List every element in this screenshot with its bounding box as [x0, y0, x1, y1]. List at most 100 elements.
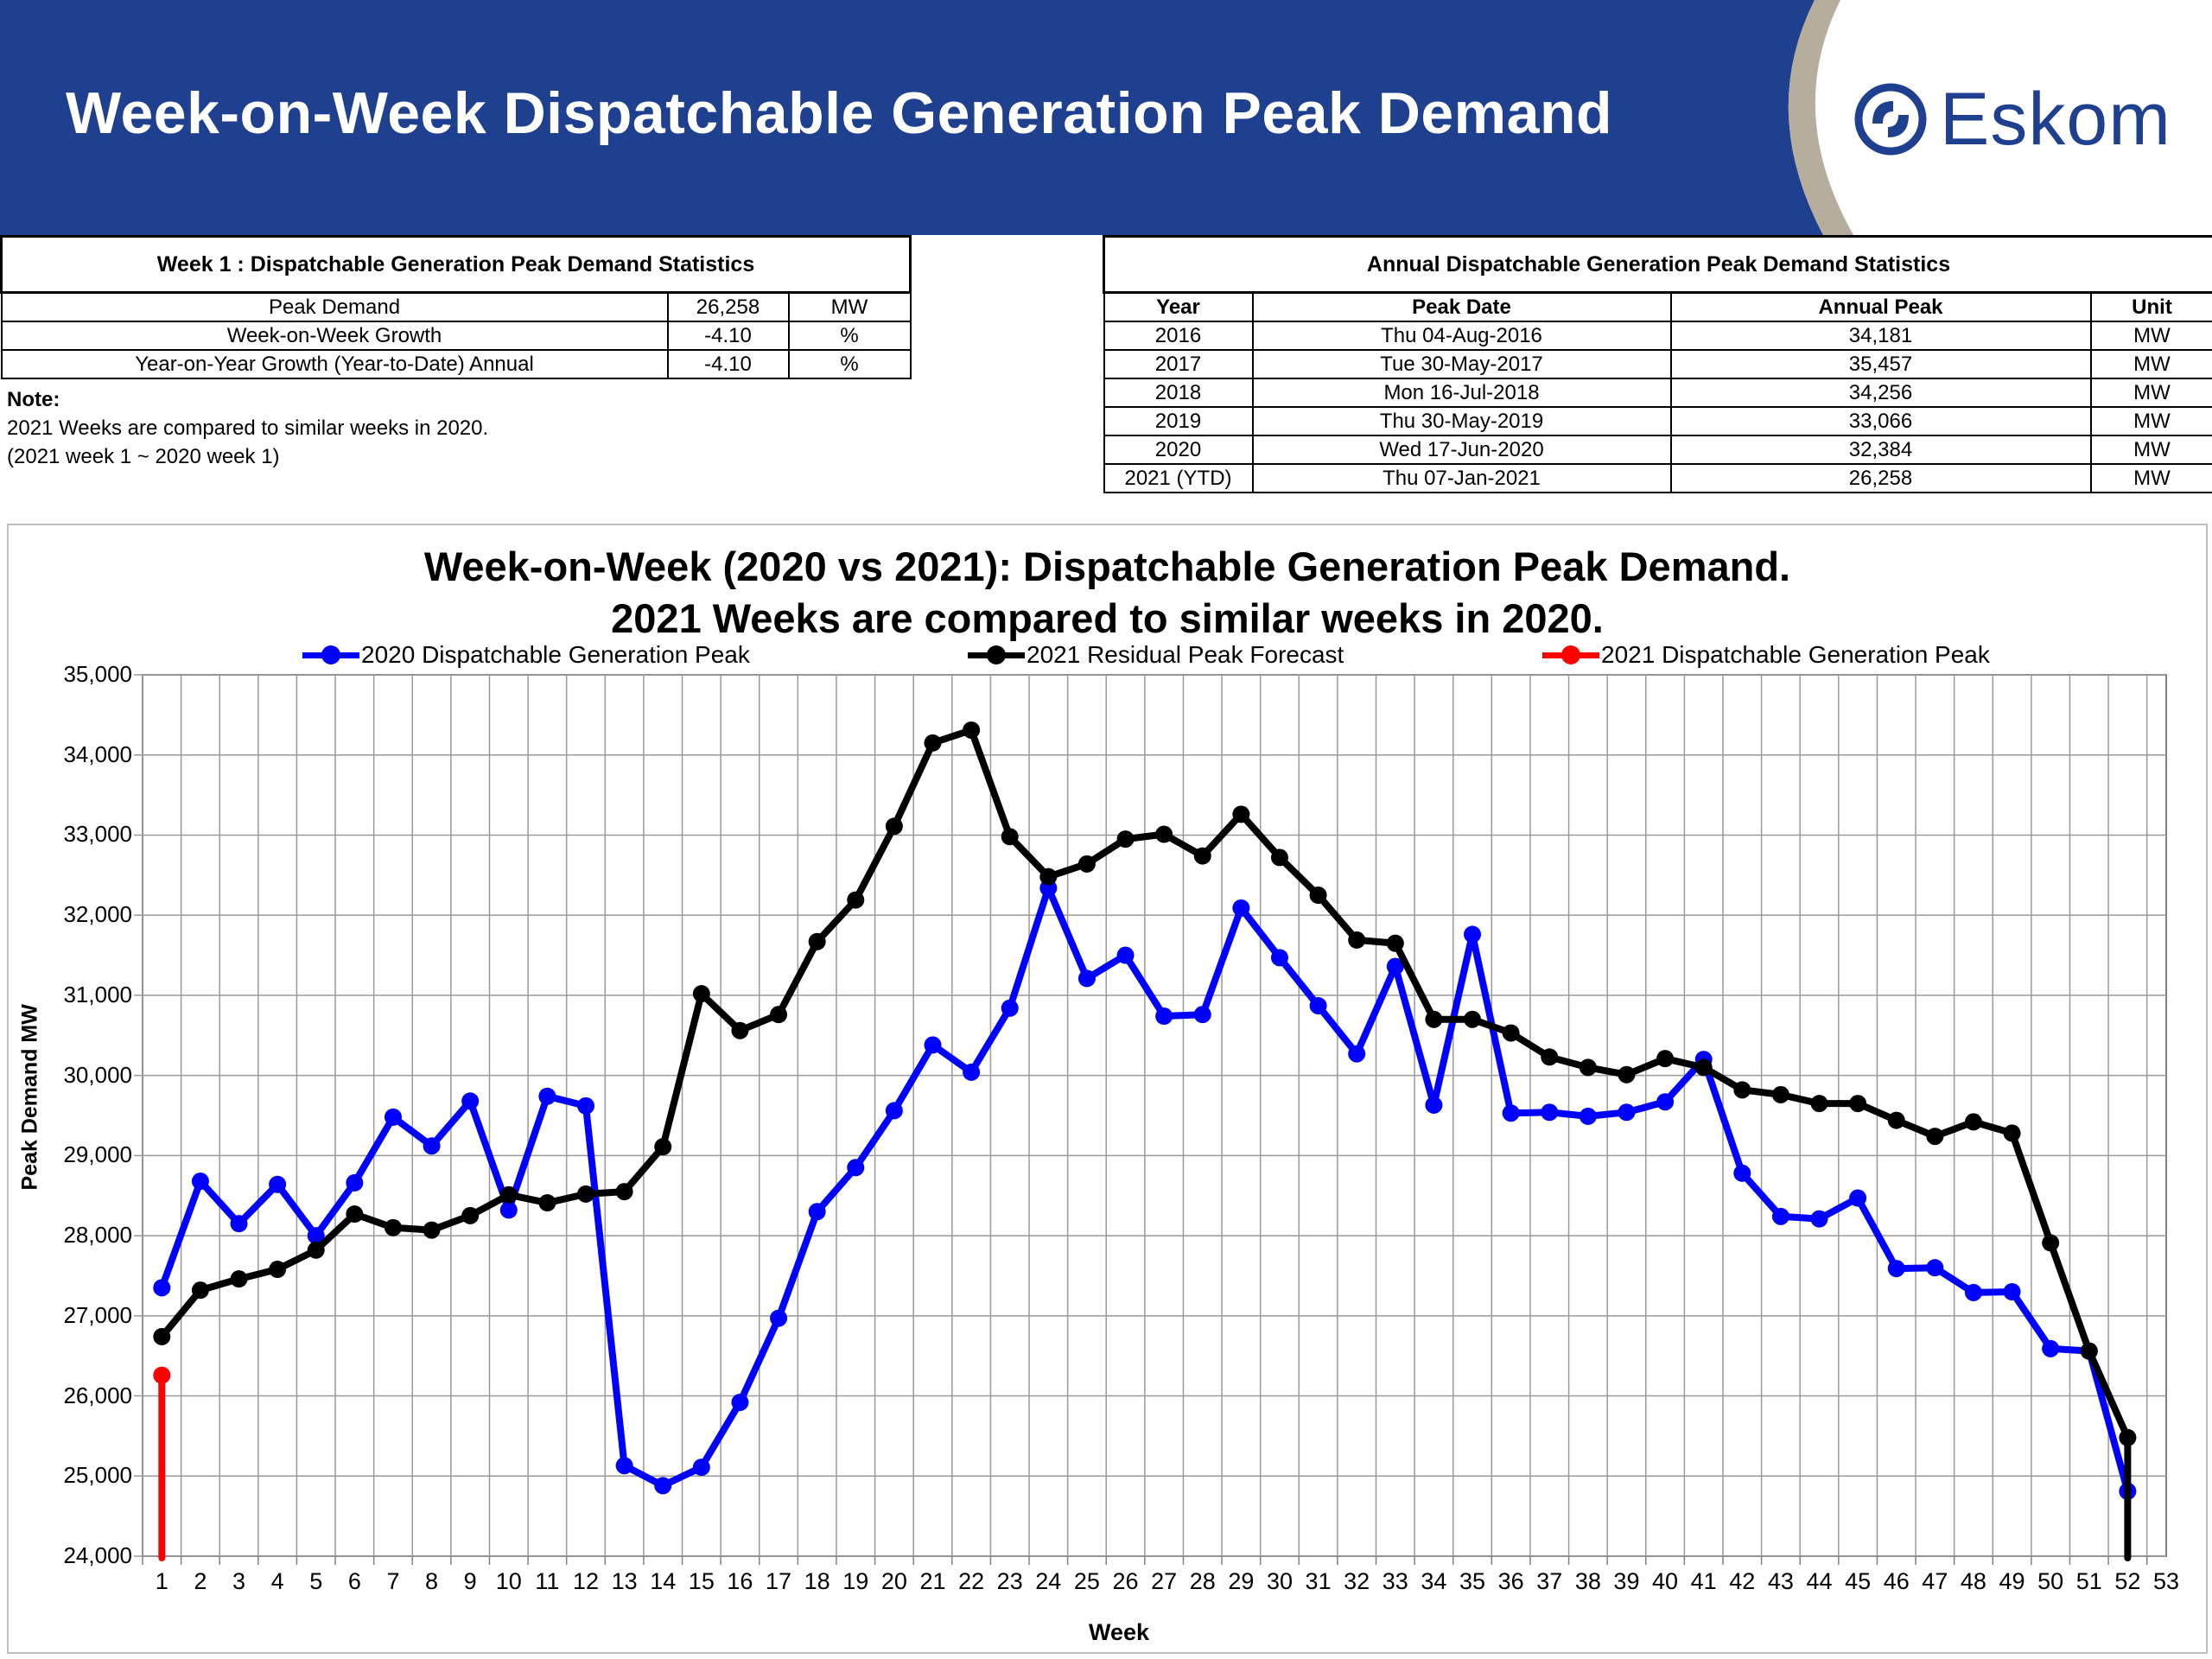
- weekly-stats-table: Week 1 : Dispatchable Generation Peak De…: [0, 235, 912, 379]
- data-point-2021-forecast: [2080, 1342, 2098, 1360]
- x-tick-label: 33: [1382, 1568, 1408, 1594]
- peak-date-cell: Wed 17-Jun-2020: [1251, 435, 1672, 465]
- data-point-2020-peak: [1502, 1104, 1520, 1122]
- data-point-2020-peak: [538, 1087, 556, 1105]
- data-point-2021-forecast: [692, 985, 710, 1003]
- data-point-2021-forecast: [2119, 1428, 2137, 1446]
- x-tick-label: 17: [766, 1568, 792, 1594]
- data-point-2021-forecast: [1270, 849, 1288, 867]
- data-point-2021-forecast: [346, 1205, 364, 1224]
- year-cell: 2020: [1103, 435, 1254, 465]
- table-row: 2018 Mon 16-Jul-2018 34,256 MW: [1103, 378, 2212, 408]
- x-tick-label: 42: [1729, 1568, 1756, 1594]
- data-point-2020-peak: [1348, 1045, 1366, 1063]
- data-point-2021-forecast: [615, 1183, 633, 1201]
- x-tick-label: 36: [1497, 1568, 1524, 1594]
- data-point-2021-forecast: [1849, 1095, 1867, 1113]
- y-tick-label: 26,000: [63, 1382, 132, 1408]
- data-point-2021-forecast: [1579, 1058, 1597, 1077]
- weekly-stats-caption: Week 1 : Dispatchable Generation Peak De…: [0, 235, 912, 294]
- legend-label: 2021 Residual Peak Forecast: [1027, 641, 1344, 668]
- y-tick-label: 35,000: [63, 661, 132, 687]
- data-point-2021-forecast: [1964, 1113, 1982, 1131]
- data-point-2020-peak: [577, 1096, 595, 1115]
- data-point-2020-peak: [1733, 1164, 1751, 1182]
- data-point-2020-peak: [1270, 949, 1288, 967]
- data-point-2021-forecast: [191, 1281, 209, 1300]
- x-tick-label: 31: [1305, 1568, 1332, 1594]
- chart-title: Week-on-Week (2020 vs 2021): Dispatchabl…: [423, 543, 1791, 589]
- stat-unit: MW: [787, 291, 912, 322]
- table-header-row: Year Peak Date Annual Peak Unit: [1103, 291, 2212, 322]
- data-point-2021-forecast: [230, 1270, 248, 1288]
- annual-stats-caption: Annual Dispatchable Generation Peak Dema…: [1102, 235, 2212, 294]
- annual-stats-table: Annual Dispatchable Generation Peak Dema…: [1102, 235, 2212, 493]
- data-point-2021-forecast: [1425, 1010, 1443, 1028]
- y-axis-label: Peak Demand MW: [17, 1004, 42, 1191]
- data-point-2021-forecast: [1232, 805, 1250, 823]
- stat-value: 26,258: [666, 291, 790, 322]
- year-cell: 2018: [1103, 378, 1254, 408]
- annual-peak-cell: 35,457: [1669, 349, 2092, 379]
- data-point-2020-peak: [1193, 1006, 1211, 1024]
- data-point-2020-peak: [1926, 1259, 1944, 1277]
- data-point-2020-peak: [1077, 969, 1096, 988]
- data-point-2020-peak: [1116, 946, 1135, 964]
- data-point-2021-forecast: [1116, 830, 1135, 849]
- data-point-2020-peak: [307, 1227, 325, 1245]
- data-point-2021-forecast: [1155, 825, 1173, 843]
- x-tick-label: 7: [386, 1568, 400, 1594]
- x-tick-label: 46: [1883, 1568, 1910, 1594]
- data-point-2020-peak: [1656, 1093, 1675, 1111]
- legend-item-2020-peak: 2020 Dispatchable Generation Peak: [302, 639, 750, 671]
- stat-label: Week-on-Week Growth: [0, 321, 669, 351]
- data-point-2021-forecast: [2003, 1124, 2021, 1142]
- peak-demand-chart: Week-on-Week (2020 vs 2021): Dispatchabl…: [7, 524, 2208, 1654]
- data-point-2021-forecast: [1694, 1058, 1713, 1077]
- data-point-2021-forecast: [423, 1221, 441, 1239]
- legend-label: 2020 Dispatchable Generation Peak: [361, 641, 750, 668]
- stat-label: Peak Demand: [0, 291, 669, 322]
- column-header: Peak Date: [1251, 291, 1672, 322]
- legend-label: 2021 Dispatchable Generation Peak: [1601, 641, 1990, 668]
- x-tick-label: 28: [1189, 1568, 1216, 1594]
- data-point-2021-peak: [153, 1366, 171, 1384]
- legend-item-2021-peak: 2021 Dispatchable Generation Peak: [1542, 639, 1990, 671]
- data-point-2020-peak: [191, 1173, 209, 1191]
- data-point-2020-peak: [461, 1092, 480, 1110]
- x-tick-label: 27: [1151, 1568, 1178, 1594]
- data-point-2020-peak: [1810, 1210, 1828, 1228]
- x-tick-label: 15: [688, 1568, 715, 1594]
- data-point-2020-peak: [2003, 1283, 2021, 1300]
- data-point-2021-forecast: [1887, 1111, 1905, 1129]
- y-tick-label: 25,000: [63, 1462, 132, 1489]
- table-row: 2021 (YTD) Thu 07-Jan-2021 26,258 MW: [1103, 463, 2212, 493]
- legend-item-2021-forecast: 2021 Residual Peak Forecast: [968, 639, 1344, 671]
- table-row: Week-on-Week Growth -4.10 %: [0, 321, 912, 351]
- unit-cell: MW: [2089, 349, 2212, 379]
- data-point-2021-forecast: [499, 1185, 518, 1204]
- data-point-2020-peak: [1771, 1207, 1789, 1225]
- note-line-1: 2021 Weeks are compared to similar weeks…: [7, 416, 489, 440]
- unit-cell: MW: [2089, 406, 2212, 436]
- data-point-2021-forecast: [1656, 1050, 1675, 1068]
- y-tick-label: 32,000: [63, 901, 132, 928]
- data-point-2021-forecast: [1771, 1085, 1789, 1103]
- annual-peak-cell: 26,258: [1669, 463, 2092, 493]
- x-tick-label: 16: [727, 1568, 753, 1594]
- note-heading: Note:: [7, 388, 60, 411]
- x-axis-label: Week: [1089, 1619, 1150, 1645]
- note: Note: 2021 Weeks are compared to similar…: [7, 385, 488, 471]
- x-tick-label: 52: [2114, 1568, 2141, 1594]
- x-tick-label: 41: [1690, 1568, 1717, 1594]
- data-point-2021-forecast: [924, 734, 942, 752]
- series-line-2020-peak: [158, 884, 2132, 1495]
- data-point-2021-forecast: [269, 1261, 287, 1279]
- data-point-2021-forecast: [770, 1006, 788, 1024]
- x-tick-label: 43: [1767, 1568, 1794, 1594]
- x-tick-label: 32: [1344, 1568, 1370, 1594]
- x-tick-label: 40: [1652, 1568, 1679, 1594]
- x-tick-label: 4: [270, 1568, 284, 1594]
- x-tick-label: 37: [1536, 1568, 1563, 1594]
- data-point-2020-peak: [731, 1393, 749, 1411]
